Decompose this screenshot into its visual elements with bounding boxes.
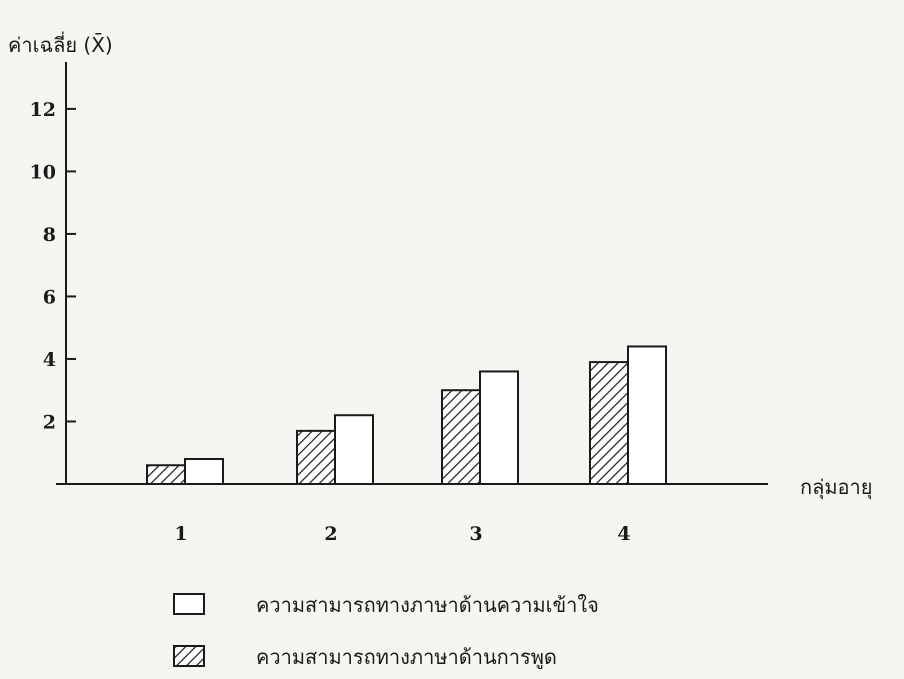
x-ticks: 1 2 3 4 (174, 523, 630, 545)
x-tick-label: 4 (617, 523, 630, 545)
legend-label-series1: ความสามารถทางภาษาด้านความเข้าใจ (256, 593, 599, 617)
y-tick-label: 10 (30, 161, 56, 183)
y-tick-label: 12 (30, 99, 56, 121)
bar-series1-cat3 (479, 370, 519, 486)
y-tick-label: 8 (43, 224, 56, 246)
legend-swatch-series1 (173, 593, 205, 615)
bar-series0-cat3 (441, 389, 481, 486)
bar-series1-cat2 (334, 414, 374, 486)
y-ticks: 2 4 6 8 10 12 (30, 99, 76, 433)
legend: ความสามารถทางภาษาด้านความเข้าใจความสามาร… (173, 593, 599, 670)
bar-series0-cat2 (296, 429, 336, 485)
y-axis-title: ค่าเฉลี่ย (X̄) (8, 31, 113, 57)
y-tick-label: 2 (43, 411, 56, 433)
legend-swatch-series0 (173, 645, 205, 667)
x-axis-title: กลุ่มอายุ (800, 475, 873, 500)
bar-series1-cat4 (627, 345, 667, 485)
y-tick-label: 6 (43, 286, 56, 308)
y-tick-label: 4 (43, 349, 56, 371)
legend-label-series0: ความสามารถทางภาษาด้านการพูด (256, 645, 557, 670)
x-tick-label: 2 (324, 523, 337, 545)
x-tick-label: 1 (174, 523, 187, 545)
bar-series0-cat4 (589, 361, 629, 486)
bar-series1-cat1 (184, 457, 224, 485)
bars (146, 345, 667, 486)
x-tick-label: 3 (469, 523, 482, 545)
bar-series0-cat1 (146, 464, 186, 486)
